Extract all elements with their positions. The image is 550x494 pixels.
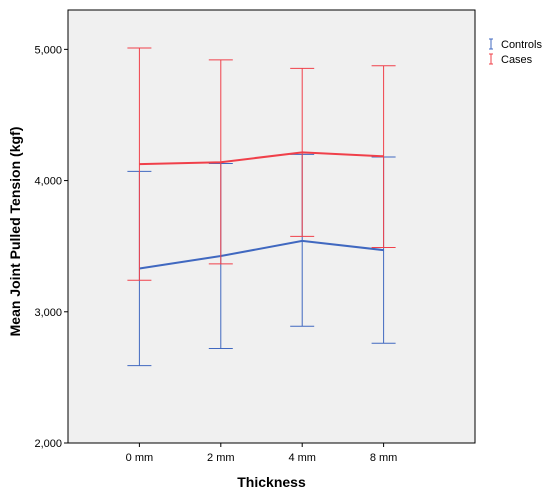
y-tick-label-0: 2,000 (34, 438, 62, 450)
plot-area (67, 9, 476, 444)
legend-label: Controls (501, 39, 542, 51)
x-tick-label-2: 4 mm (288, 452, 316, 464)
legend: Controls Cases (489, 38, 542, 66)
series-layer (127, 47, 396, 367)
legend-item-cases: Cases (489, 53, 533, 66)
series-line (139, 151, 384, 166)
y-tick-label-3: 5,000 (34, 44, 62, 56)
error-bar (371, 65, 396, 248)
x-tick-label-1: 2 mm (207, 452, 235, 464)
x-tick-label-3: 8 mm (370, 452, 398, 464)
x-axis-title: Thickness (237, 474, 306, 490)
series-line (139, 239, 384, 270)
y-tick-label-2: 4,000 (34, 176, 62, 188)
series-cases (127, 47, 396, 281)
legend-item-controls: Controls (489, 38, 542, 51)
y-tick-label-1: 3,000 (34, 307, 62, 319)
x-tick-label-0: 0 mm (126, 452, 154, 464)
x-axis: 0 mm 2 mm 4 mm 8 mm (126, 443, 398, 464)
legend-label: Cases (501, 54, 533, 66)
y-axis: 2,000 3,000 4,000 5,000 (34, 44, 68, 450)
y-axis-title: Mean Joint Pulled Tension (kgf) (7, 127, 23, 337)
